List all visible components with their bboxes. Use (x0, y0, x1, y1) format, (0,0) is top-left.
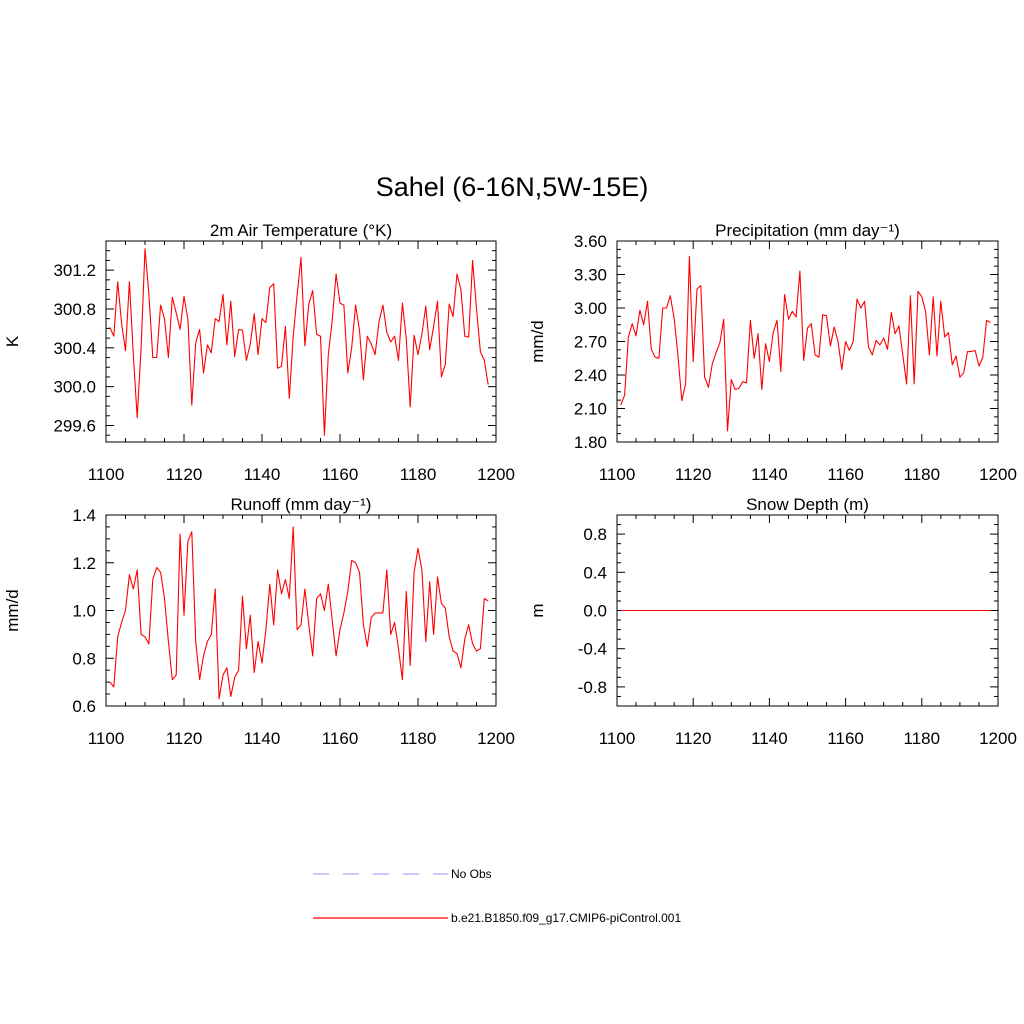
series-line (620, 256, 991, 432)
y-tick-label: 1.0 (72, 602, 96, 621)
panel-title: 2m Air Temperature (°K) (210, 221, 392, 240)
y-tick-label: 0.0 (583, 602, 607, 621)
x-tick-label: 1100 (599, 729, 636, 748)
y-tick-label: 0.6 (72, 697, 96, 716)
x-tick-label: 1160 (827, 465, 864, 484)
x-tick-label: 1120 (675, 729, 712, 748)
chart-panel-4: 1100 1120 1140 1160 1180 1200 -0.8 -0.4 0.0 0.4 0.… (528, 495, 1017, 748)
plot-frame (105, 240, 497, 443)
figure-title: Sahel (6-16N,5W-15E) (376, 172, 649, 202)
y-tick-label: -0.4 (578, 640, 607, 659)
y-tick-label: 1.80 (574, 433, 607, 452)
x-tick-label: 1100 (88, 729, 125, 748)
x-tick-label: 1120 (166, 729, 203, 748)
x-tick-label: 1180 (400, 465, 437, 484)
y-tick-label: 3.00 (574, 299, 607, 318)
x-tick-label: 1200 (477, 465, 515, 484)
plot-frame (616, 240, 999, 443)
x-tick-label: 1140 (244, 465, 281, 484)
y-axis-label: m (528, 603, 547, 617)
panel-title: Snow Depth (m) (746, 495, 869, 514)
y-axis-label: mm/d (3, 589, 22, 632)
chart-panel-2: 1100 1120 1140 1160 1180 1200 1.80 2.10 2.40 2.70… (528, 221, 1017, 484)
x-tick-label: 1100 (88, 465, 125, 484)
series-line (109, 526, 489, 700)
y-tick-label: 300.4 (53, 339, 96, 358)
y-tick-label: 2.70 (574, 333, 607, 352)
legend-model-label: b.e21.B1850.f09_g17.CMIP6-piControl.001 (451, 911, 681, 925)
x-tick-label: 1160 (827, 729, 864, 748)
y-tick-label: 0.8 (583, 525, 607, 544)
plot-frame (105, 514, 497, 707)
x-tick-label: 1160 (322, 729, 359, 748)
x-tick-label: 1100 (599, 465, 636, 484)
x-tick-label: 1140 (751, 729, 788, 748)
y-tick-label: 3.60 (574, 232, 607, 251)
panel-title: Runoff (mm day⁻¹) (231, 495, 372, 514)
y-tick-label: 1.4 (72, 506, 96, 525)
x-tick-label: 1180 (400, 729, 437, 748)
y-tick-label: 0.4 (583, 563, 607, 582)
x-tick-label: 1180 (904, 729, 941, 748)
panel-title: Precipitation (mm day⁻¹) (715, 221, 900, 240)
y-tick-label: 0.8 (72, 649, 96, 668)
legend: No Obs b.e21.B1850.f09_g17.CMIP6-piContr… (313, 867, 681, 925)
x-tick-label: 1200 (979, 729, 1017, 748)
x-tick-label: 1120 (166, 465, 203, 484)
chart-panels: 1100 1120 1140 1160 1180 1200 299.6 300.0 300.4 3… (3, 221, 1017, 748)
y-tick-label: 299.6 (53, 416, 96, 435)
y-axis-label: mm/d (528, 320, 547, 363)
legend-obs-label: No Obs (451, 867, 492, 881)
y-tick-label: 2.10 (574, 400, 607, 419)
series-line (109, 248, 489, 436)
x-tick-label: 1140 (751, 465, 788, 484)
y-tick-label: 301.2 (53, 261, 96, 280)
x-tick-label: 1140 (244, 729, 281, 748)
x-tick-label: 1200 (477, 729, 515, 748)
chart-panel-3: 1100 1120 1140 1160 1180 1200 0.6 0.8 1.0 1.2 1.4 R… (3, 495, 515, 748)
x-tick-label: 1160 (322, 465, 359, 484)
chart-panel-1: 1100 1120 1140 1160 1180 1200 299.6 300.0 300.4 3… (3, 221, 515, 484)
y-tick-label: 300.8 (53, 300, 96, 319)
x-tick-label: 1200 (979, 465, 1017, 484)
y-tick-label: -0.8 (578, 678, 607, 697)
y-tick-label: 2.40 (574, 366, 607, 385)
y-tick-label: 3.30 (574, 266, 607, 285)
x-tick-label: 1180 (904, 465, 941, 484)
y-tick-label: 1.2 (72, 554, 96, 573)
y-axis-label: K (3, 335, 22, 347)
y-tick-label: 300.0 (53, 378, 96, 397)
x-tick-label: 1120 (675, 465, 712, 484)
